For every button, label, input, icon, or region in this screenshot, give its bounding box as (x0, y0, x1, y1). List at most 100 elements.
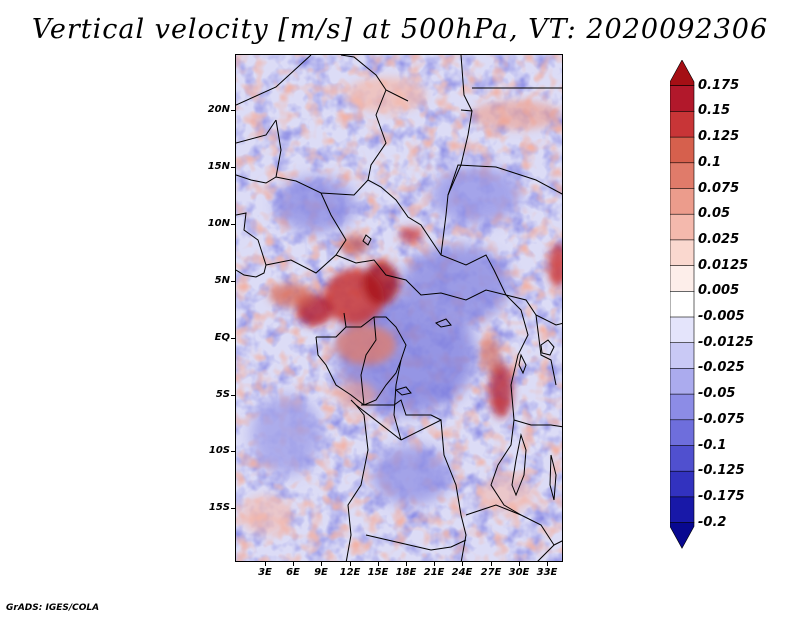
lat-tick (231, 508, 235, 509)
colorbar-label: -0.05 (698, 386, 736, 402)
lake-small (394, 386, 412, 396)
colorbar-label: 0.025 (698, 231, 740, 247)
border-line (440, 194, 449, 256)
lat-tick (231, 395, 235, 396)
colorbar-label: -0.005 (698, 309, 745, 324)
border-line (343, 312, 407, 361)
lon-tick (321, 562, 322, 566)
descent-region (251, 395, 321, 475)
border-line (275, 119, 282, 178)
lat-label-10n: 10N (207, 218, 230, 229)
lake-kivu (518, 353, 527, 375)
map-title: Vertical velocity [m/s] at 500hPa, VT: 2… (31, 14, 769, 45)
ascent-core (336, 381, 376, 409)
colorbar-swatch (670, 85, 695, 113)
descent-region (336, 295, 476, 415)
colorbar-swatch (670, 60, 695, 86)
lat-label-5n: 5N (214, 275, 230, 286)
border-line (236, 55, 312, 106)
descent-region (401, 245, 511, 325)
colorbar-label: 0.15 (698, 103, 731, 119)
lake-malawi (549, 454, 557, 501)
ascent-core (340, 235, 368, 255)
lon-label-33e: 33E (536, 567, 558, 578)
colorbar-swatch (670, 368, 695, 395)
lake-victoria (540, 339, 555, 356)
descent-regions (251, 165, 521, 505)
map-panel[interactable] (235, 54, 563, 562)
colorbar-label: 0.175 (698, 77, 740, 93)
colorbar-swatch (670, 470, 695, 498)
lake-tanganyika (511, 433, 527, 497)
lat-tick (231, 281, 235, 282)
border-line (465, 504, 555, 561)
ascent-core (548, 243, 562, 287)
colorbar-swatch (670, 111, 695, 138)
border-line (505, 294, 529, 421)
border-line (320, 192, 347, 256)
lon-label-24e: 24E (451, 567, 473, 578)
grads-credit: GrADS: IGES/COLA (6, 603, 100, 613)
lat-tick (231, 167, 235, 168)
colorbar (670, 60, 695, 549)
ascent-core (241, 495, 291, 535)
lon-tick (434, 562, 435, 566)
colorbar-label: -0.1 (698, 437, 727, 453)
lon-tick (462, 562, 463, 566)
border-line (236, 264, 267, 278)
colorbar-swatch (670, 239, 695, 267)
vertical-velocity-field (236, 55, 562, 561)
border-line (393, 359, 402, 441)
ascent-core (481, 337, 501, 373)
lon-tick (378, 562, 379, 566)
border-line (490, 419, 522, 516)
colorbar-label: 0.1 (698, 154, 722, 170)
lon-label-18e: 18E (395, 567, 417, 578)
colorbar-swatch (670, 393, 695, 421)
colorbar-swatch (670, 291, 695, 318)
border-line (236, 89, 387, 196)
colorbar-label: 0.075 (698, 180, 740, 196)
colorbar-label: 0.125 (698, 129, 740, 145)
lat-label-20n: 20N (207, 104, 230, 115)
lon-tick (293, 562, 294, 566)
lon-tick (491, 562, 492, 566)
lat-tick (231, 451, 235, 452)
lon-label-3e: 3E (258, 567, 272, 578)
lat-label-15n: 15N (207, 161, 230, 172)
colorbar-label: 0.005 (698, 283, 740, 299)
colorbar-label: -0.0125 (698, 334, 754, 350)
colorbar-label: -0.2 (698, 514, 727, 530)
lon-label-6e: 6E (286, 567, 300, 578)
colorbar-label: -0.125 (698, 463, 745, 479)
country-borders (236, 55, 562, 561)
colorbar-label: -0.025 (698, 360, 745, 376)
border-line (355, 404, 402, 441)
border-line (365, 534, 432, 551)
border-line (430, 539, 467, 551)
lake-small (435, 318, 452, 328)
border-line (367, 179, 507, 296)
colorbar-swatch (670, 316, 695, 344)
lake-chad (362, 234, 372, 246)
lon-label-12e: 12E (339, 567, 361, 578)
lon-label-9e: 9E (314, 567, 328, 578)
border-line (361, 399, 442, 421)
lat-label-5s: 5S (215, 389, 230, 400)
ascent-core (489, 362, 513, 418)
lon-tick (406, 562, 407, 566)
colorbar-swatch (670, 265, 695, 292)
lat-tick (231, 338, 235, 339)
lon-label-15e: 15E (367, 567, 389, 578)
ascent-core (336, 325, 396, 365)
border-line (236, 212, 562, 326)
lon-label-30e: 30E (508, 567, 530, 578)
colorbar-swatch (670, 419, 695, 447)
colorbar-swatch (670, 213, 695, 241)
colorbar-swatch (670, 522, 695, 549)
lon-tick (350, 562, 351, 566)
lon-label-27e: 27E (480, 567, 502, 578)
colorbar-swatch (670, 162, 695, 190)
border-line (316, 326, 347, 338)
border-line (315, 336, 402, 406)
